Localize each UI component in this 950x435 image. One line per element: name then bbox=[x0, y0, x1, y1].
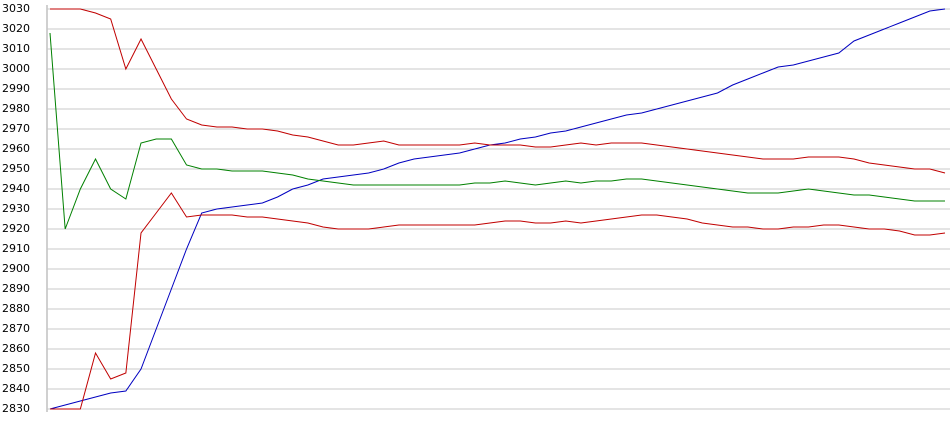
y-tick-label: 2970 bbox=[2, 122, 30, 135]
series-line bbox=[50, 8, 946, 174]
y-tick-label: 2930 bbox=[2, 202, 30, 215]
y-tick-label: 2980 bbox=[2, 102, 30, 115]
y-tick-label: 2900 bbox=[2, 262, 30, 275]
y-tick-label: 2850 bbox=[2, 362, 30, 375]
y-tick-label: 3030 bbox=[2, 2, 30, 15]
y-tick-label: 3010 bbox=[2, 42, 30, 55]
y-tick-label: 2840 bbox=[2, 382, 30, 395]
series-line bbox=[50, 192, 946, 410]
y-tick-label: 3020 bbox=[2, 22, 30, 35]
y-tick-label: 2960 bbox=[2, 142, 30, 155]
y-tick-label: 2940 bbox=[2, 182, 30, 195]
y-tick-label: 2890 bbox=[2, 282, 30, 295]
y-tick-label: 2950 bbox=[2, 162, 30, 175]
y-tick-label: 2880 bbox=[2, 302, 30, 315]
y-tick-label: 2920 bbox=[2, 222, 30, 235]
y-tick-label: 3000 bbox=[2, 62, 30, 75]
y-tick-label: 2910 bbox=[2, 242, 30, 255]
y-tick-label: 2990 bbox=[2, 82, 30, 95]
series-line bbox=[49, 8, 946, 410]
y-tick-label: 2830 bbox=[2, 402, 30, 415]
y-tick-label: 2860 bbox=[2, 342, 30, 355]
series-line bbox=[49, 32, 945, 230]
y-tick-label: 2870 bbox=[2, 322, 30, 335]
